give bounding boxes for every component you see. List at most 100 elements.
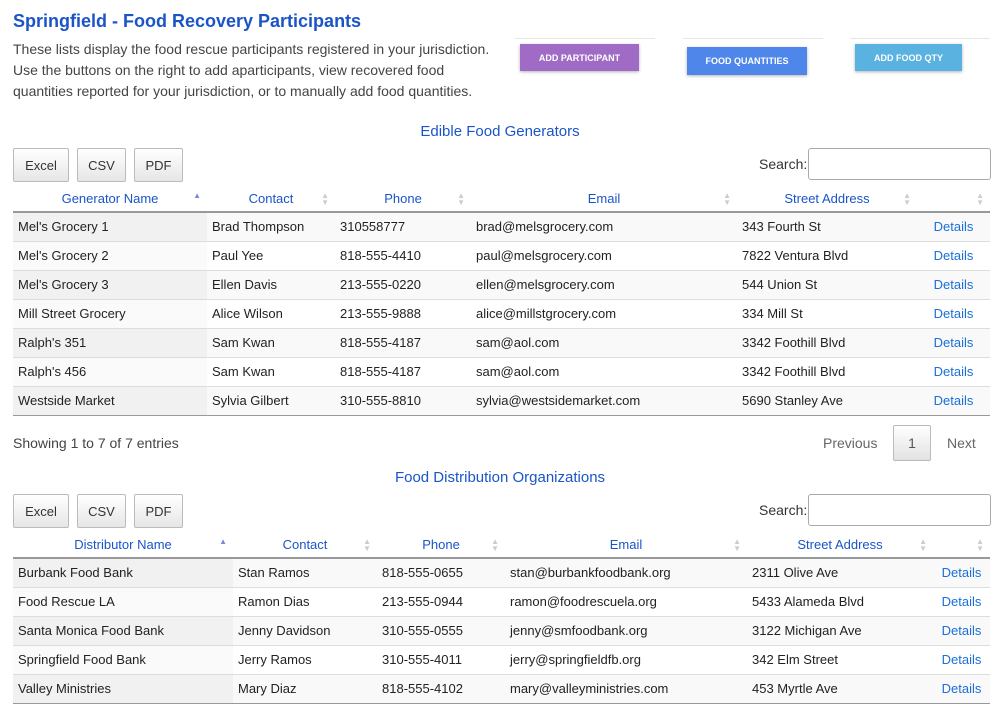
- sort-icon: ▲ ▼: [363, 537, 371, 553]
- page-description: These lists display the food rescue part…: [13, 41, 490, 99]
- cell-address: 5433 Alameda Blvd: [747, 586, 933, 616]
- cell-name: Mel's Grocery 3: [13, 269, 207, 299]
- distributors-title: Food Distribution Organizations: [394, 469, 606, 486]
- column-label: Street Address: [797, 537, 883, 552]
- column-header-email[interactable]: Email ▲ ▼: [505, 532, 747, 559]
- sort-icon: ▲ ▼: [723, 191, 731, 207]
- distributors-search-input[interactable]: [808, 494, 991, 526]
- previous-page-button[interactable]: Previous: [823, 435, 878, 451]
- column-header-address[interactable]: Street Address ▲ ▼: [747, 532, 933, 559]
- table-row: Mill Street Grocery Alice Wilson 213-555-9…: [13, 298, 990, 328]
- sort-ascending-icon: ▲: [219, 537, 227, 546]
- food-quantities-button[interactable]: FOOD QUANTITIES: [687, 47, 807, 75]
- table-row: Mel's Grocery 2 Paul Yee 818-555-4410 paul@…: [13, 240, 990, 270]
- cell-phone: 818-555-4410: [335, 240, 471, 270]
- details-link[interactable]: Details: [917, 327, 990, 357]
- cell-contact: Ellen Davis: [207, 269, 335, 299]
- cell-email: paul@melsgrocery.com: [471, 240, 737, 270]
- column-header-phone[interactable]: Phone ▲ ▼: [377, 532, 505, 559]
- cell-contact: Jerry Ramos: [233, 644, 377, 674]
- cell-name: Food Rescue LA: [13, 586, 233, 616]
- distributors-table: Distributor Name ▲ Contact ▲ ▼ Phone ▲ ▼ Email ▲ ▼…: [13, 532, 990, 704]
- sort-icon: ▲ ▼: [903, 191, 911, 207]
- details-link[interactable]: Details: [933, 644, 990, 674]
- cell-email: jerry@springfieldfb.org: [505, 644, 747, 674]
- cell-phone: 310-555-4011: [377, 644, 505, 674]
- column-header-details[interactable]: ▲ ▼: [917, 186, 990, 213]
- cell-email: ellen@melsgrocery.com: [471, 269, 737, 299]
- table-row: Ralph's 456 Sam Kwan 818-555-4187 sam@aol.c…: [13, 356, 990, 386]
- cell-phone: 310-555-8810: [335, 385, 471, 416]
- cell-email: stan@burbankfoodbank.org: [505, 557, 747, 587]
- column-label: Contact: [248, 191, 294, 206]
- header-row: Generator Name ▲ Contact ▲ ▼ Phone ▲ ▼ Email ▲ ▼ St…: [13, 186, 990, 213]
- sort-ascending-icon: ▲: [193, 191, 201, 200]
- cell-phone: 213-555-0944: [377, 586, 505, 616]
- details-link[interactable]: Details: [917, 211, 990, 241]
- column-header-email[interactable]: Email ▲ ▼: [471, 186, 737, 213]
- pdf-export-button[interactable]: PDF: [134, 494, 183, 528]
- table-row: Food Rescue LA Ramon Dias 213-555-0944 ramo…: [13, 586, 990, 616]
- generators-table: Generator Name ▲ Contact ▲ ▼ Phone ▲ ▼ Email ▲ ▼ St…: [13, 186, 990, 416]
- column-label: Generator Name: [61, 191, 159, 206]
- details-link[interactable]: Details: [917, 269, 990, 299]
- column-label: Email: [609, 537, 643, 552]
- details-link[interactable]: Details: [933, 586, 990, 616]
- column-header-address[interactable]: Street Address ▲ ▼: [737, 186, 917, 213]
- column-header-name[interactable]: Distributor Name ▲: [13, 532, 233, 559]
- cell-contact: Sylvia Gilbert: [207, 385, 335, 416]
- generators-title: Edible Food Generators: [420, 123, 580, 140]
- column-header-phone[interactable]: Phone ▲ ▼: [335, 186, 471, 213]
- table-row: Mel's Grocery 1 Brad Thompson 310558777 bra…: [13, 211, 990, 241]
- column-label: Email: [587, 191, 621, 206]
- excel-export-button[interactable]: Excel: [13, 494, 69, 528]
- column-label: Contact: [282, 537, 328, 552]
- cell-address: 453 Myrtle Ave: [747, 673, 933, 704]
- sort-icon: ▲ ▼: [321, 191, 329, 207]
- page-1-button[interactable]: 1: [893, 425, 931, 461]
- cell-phone: 310558777: [335, 211, 471, 241]
- sort-icon: ▲ ▼: [457, 191, 465, 207]
- details-link[interactable]: Details: [917, 356, 990, 386]
- csv-export-button[interactable]: CSV: [77, 494, 126, 528]
- details-link[interactable]: Details: [933, 557, 990, 587]
- details-link[interactable]: Details: [933, 673, 990, 704]
- cell-phone: 818-555-4187: [335, 356, 471, 386]
- cell-address: 7822 Ventura Blvd: [737, 240, 917, 270]
- csv-export-button[interactable]: CSV: [77, 148, 126, 182]
- cell-name: Valley Ministries: [13, 673, 233, 704]
- column-header-name[interactable]: Generator Name ▲: [13, 186, 207, 213]
- next-page-button[interactable]: Next: [947, 435, 976, 451]
- cell-name: Mill Street Grocery: [13, 298, 207, 328]
- cell-name: Westside Market: [13, 385, 207, 416]
- cell-phone: 213-555-0220: [335, 269, 471, 299]
- cell-name: Ralph's 351: [13, 327, 207, 357]
- add-food-qty-button[interactable]: ADD FOOD QTY: [855, 44, 962, 71]
- page-title: Springfield - Food Recovery Participants: [13, 11, 362, 31]
- column-header-contact[interactable]: Contact ▲ ▼: [233, 532, 377, 559]
- sort-icon: ▲ ▼: [491, 537, 499, 553]
- cell-address: 2311 Olive Ave: [747, 557, 933, 587]
- column-header-contact[interactable]: Contact ▲ ▼: [207, 186, 335, 213]
- details-link[interactable]: Details: [917, 385, 990, 416]
- excel-export-button[interactable]: Excel: [13, 148, 69, 182]
- sort-icon: ▲ ▼: [976, 191, 984, 207]
- cell-contact: Sam Kwan: [207, 356, 335, 386]
- cell-email: mary@valleyministries.com: [505, 673, 747, 704]
- table-row: Burbank Food Bank Stan Ramos 818-555-0655 s…: [13, 557, 990, 587]
- cell-name: Springfield Food Bank: [13, 644, 233, 674]
- column-header-details[interactable]: ▲ ▼: [933, 532, 990, 559]
- table-row: Westside Market Sylvia Gilbert 310-555-881…: [13, 385, 990, 416]
- sort-icon: ▲ ▼: [733, 537, 741, 553]
- details-link[interactable]: Details: [917, 298, 990, 328]
- pdf-export-button[interactable]: PDF: [134, 148, 183, 182]
- cell-phone: 818-555-4187: [335, 327, 471, 357]
- details-link[interactable]: Details: [917, 240, 990, 270]
- details-link[interactable]: Details: [933, 615, 990, 645]
- cell-phone: 213-555-9888: [335, 298, 471, 328]
- cell-address: 343 Fourth St: [737, 211, 917, 241]
- search-label: Search:: [759, 502, 808, 518]
- add-participant-button[interactable]: ADD PARTICIPANT: [520, 44, 639, 71]
- generators-search-input[interactable]: [808, 148, 991, 180]
- cell-phone: 818-555-0655: [377, 557, 505, 587]
